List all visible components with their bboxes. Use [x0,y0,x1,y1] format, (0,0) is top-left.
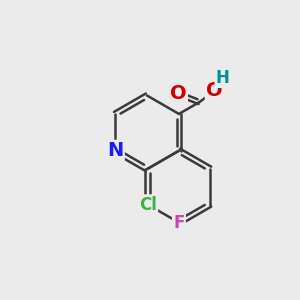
Text: O: O [170,84,186,104]
Text: F: F [173,214,184,232]
Text: N: N [107,141,123,160]
Text: Cl: Cl [139,196,157,214]
Text: O: O [206,82,223,100]
Text: H: H [216,69,230,87]
